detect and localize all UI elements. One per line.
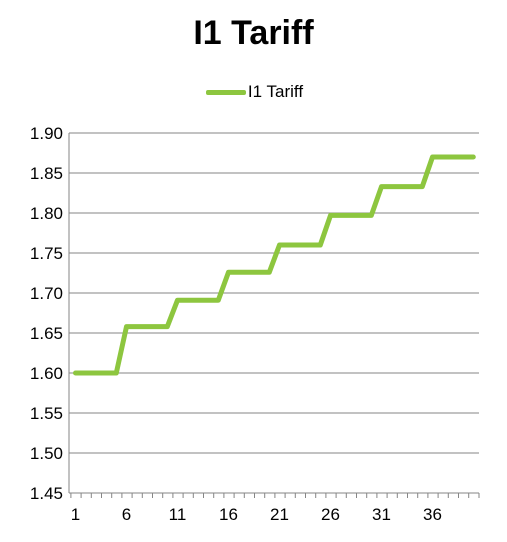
y-tick-label: 1.60 xyxy=(30,364,63,383)
y-tick-label: 1.45 xyxy=(30,484,63,503)
y-tick-label: 1.80 xyxy=(30,204,63,223)
legend: I1 Tariff xyxy=(0,82,507,102)
y-tick-label: 1.90 xyxy=(30,124,63,143)
y-tick-label: 1.85 xyxy=(30,164,63,183)
x-tick-label: 36 xyxy=(423,505,442,524)
y-tick-label: 1.55 xyxy=(30,404,63,423)
legend-label: I1 Tariff xyxy=(247,82,304,101)
x-tick-label: 11 xyxy=(169,505,187,524)
y-tick-label: 1.75 xyxy=(30,244,63,263)
y-tick-label: 1.50 xyxy=(30,444,63,463)
x-tick-label: 26 xyxy=(321,505,340,524)
x-tick-label: 1 xyxy=(71,505,80,524)
y-tick-label: 1.70 xyxy=(30,284,63,303)
series-line-i1-tariff xyxy=(73,154,476,376)
x-tick-label: 16 xyxy=(219,505,238,524)
chart-title: I1 Tariff xyxy=(193,14,314,52)
x-tick-label: 21 xyxy=(270,505,289,524)
x-tick-label: 31 xyxy=(372,505,391,524)
y-tick-label: 1.65 xyxy=(30,324,63,343)
legend-swatch xyxy=(205,89,246,95)
x-tick-label: 6 xyxy=(122,505,131,524)
